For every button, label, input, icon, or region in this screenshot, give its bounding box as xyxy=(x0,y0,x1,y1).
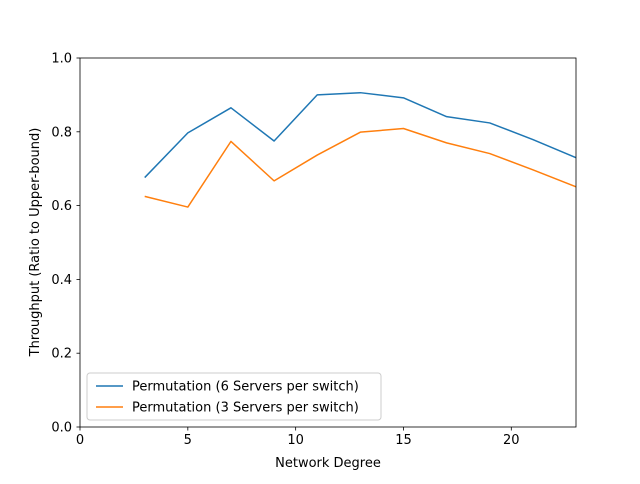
y-tick-label: 0.6 xyxy=(51,199,72,214)
series-layer xyxy=(144,91,576,208)
legend-box xyxy=(86,372,382,421)
y-tick-label: 1.0 xyxy=(51,52,72,67)
y-tick-label: 0.4 xyxy=(51,273,72,288)
series-line-1 xyxy=(144,91,576,179)
x-axis-label: Network Degree xyxy=(275,456,381,471)
x-tick-label: 20 xyxy=(503,433,520,448)
axes-layer: 0 5 10 15 20 0.0 0.2 0.4 0.6 0.8 1.0 xyxy=(51,52,577,448)
y-tick-label: 0.0 xyxy=(51,421,72,436)
x-tick-label: 10 xyxy=(287,433,304,448)
legend-label-1: Permutation (6 Servers per switch) xyxy=(132,380,359,395)
x-tick-label: 5 xyxy=(184,433,192,448)
plot-frame xyxy=(79,57,577,428)
series-line-2 xyxy=(144,127,576,208)
legend-label-2: Permutation (3 Servers per switch) xyxy=(132,401,359,416)
y-tick-label: 0.8 xyxy=(51,125,72,140)
x-tick-label: 0 xyxy=(76,433,84,448)
y-tick-label: 0.2 xyxy=(51,347,72,362)
x-tick-label: 15 xyxy=(395,433,412,448)
legend: Permutation (6 Servers per switch) Permut… xyxy=(86,372,382,421)
y-axis-label: Throughput (Ratio to Upper-bound) xyxy=(28,128,43,358)
